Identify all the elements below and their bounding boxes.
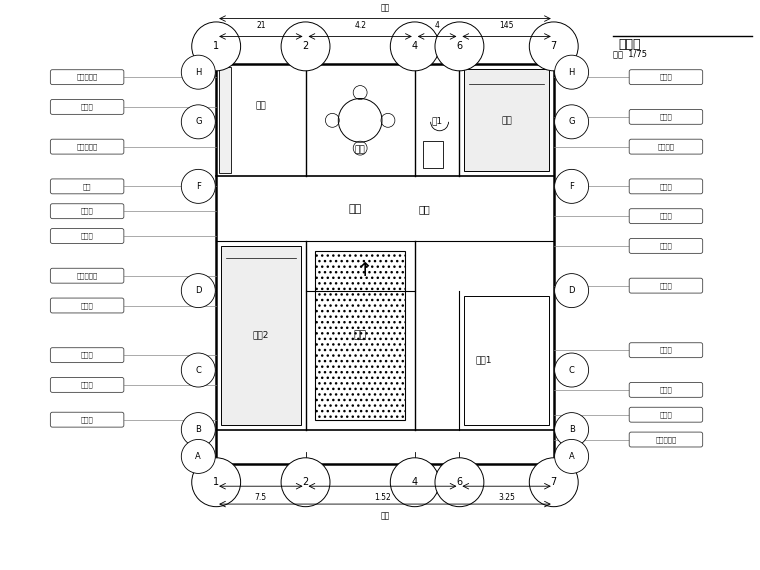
Bar [315,251,405,420]
FancyBboxPatch shape [629,278,703,293]
FancyBboxPatch shape [629,179,703,194]
Text: 踢脚线: 踢脚线 [81,382,93,388]
FancyBboxPatch shape [50,229,124,243]
FancyBboxPatch shape [50,70,124,84]
Text: 3.25: 3.25 [498,493,515,502]
Text: 踢脚线: 踢脚线 [660,347,673,353]
Text: 2: 2 [302,477,309,487]
Text: 木地板: 木地板 [81,233,93,239]
FancyBboxPatch shape [629,70,703,84]
Bar [464,296,549,425]
Text: B: B [568,425,575,434]
Text: 石膏板吊顶: 石膏板吊顶 [655,436,676,443]
Bar [221,246,300,425]
Text: 银镜: 银镜 [83,183,91,190]
FancyBboxPatch shape [50,139,124,154]
Text: 踢脚线: 踢脚线 [81,208,93,214]
Text: 石膏板吊顶: 石膏板吊顶 [77,272,98,279]
Text: 7.5: 7.5 [255,493,267,502]
Text: 总宽: 总宽 [380,511,390,520]
Text: G: G [568,117,575,127]
Text: 卫1: 卫1 [432,116,442,125]
Text: H: H [568,68,575,77]
Bar [423,141,442,169]
Text: 2: 2 [302,42,309,51]
FancyBboxPatch shape [629,209,703,223]
Text: 石膏线: 石膏线 [81,302,93,309]
Text: 次卧2: 次卧2 [252,331,269,340]
Text: 主卧: 主卧 [353,330,367,340]
FancyBboxPatch shape [50,412,124,427]
Text: ↑: ↑ [357,261,373,280]
Text: 4.2: 4.2 [354,22,366,30]
Text: A: A [195,452,201,461]
Text: 客厅: 客厅 [349,203,362,214]
Text: 4: 4 [435,22,439,30]
Text: 木制柜门: 木制柜门 [657,143,674,150]
Text: 踢脚线: 踢脚线 [660,412,673,418]
Text: 主卫: 主卫 [419,203,431,214]
FancyBboxPatch shape [629,382,703,397]
Text: 比例  1/75: 比例 1/75 [613,50,648,59]
FancyBboxPatch shape [50,377,124,392]
Text: B: B [195,425,201,434]
Text: 145: 145 [499,22,514,30]
Text: 踢脚线: 踢脚线 [660,243,673,249]
Text: F: F [196,182,201,191]
Text: 7: 7 [551,477,557,487]
Text: 1: 1 [213,477,219,487]
Text: 餐厅: 餐厅 [355,145,366,154]
Text: D: D [568,286,575,295]
Text: 木地板: 木地板 [660,386,673,393]
Text: F: F [569,182,574,191]
FancyBboxPatch shape [629,408,703,422]
Text: 平面图: 平面图 [619,38,641,51]
Text: A: A [568,452,575,461]
Text: 石膏板: 石膏板 [660,74,673,80]
Text: 6: 6 [456,42,463,51]
Text: H: H [195,68,201,77]
Text: 石膏板吊顶: 石膏板吊顶 [77,74,98,80]
FancyBboxPatch shape [50,203,124,219]
Text: D: D [195,286,201,295]
Text: 厨房: 厨房 [255,101,266,110]
Text: C: C [195,365,201,374]
Text: 21: 21 [256,22,265,30]
Text: 石膏板: 石膏板 [660,213,673,219]
Text: G: G [195,117,201,127]
Text: 木地板: 木地板 [81,416,93,423]
Text: 木制柜门板: 木制柜门板 [77,143,98,150]
Bar [464,69,549,172]
FancyBboxPatch shape [50,179,124,194]
Text: 次卧1: 次卧1 [476,356,492,365]
Text: 木地板: 木地板 [660,183,673,190]
Text: 4: 4 [412,42,418,51]
FancyBboxPatch shape [50,298,124,313]
FancyBboxPatch shape [629,238,703,254]
Text: 1.52: 1.52 [374,493,391,502]
Text: 主卧: 主卧 [501,116,512,125]
Text: 4: 4 [412,477,418,487]
FancyBboxPatch shape [629,139,703,154]
FancyBboxPatch shape [50,100,124,115]
Text: C: C [568,365,575,374]
Text: 1: 1 [213,42,219,51]
FancyBboxPatch shape [50,268,124,283]
FancyBboxPatch shape [629,432,703,447]
Text: 7: 7 [551,42,557,51]
Text: 6: 6 [456,477,463,487]
Text: 总长: 总长 [380,3,390,13]
FancyBboxPatch shape [629,109,703,124]
FancyBboxPatch shape [50,348,124,363]
Bar [219,67,231,173]
Text: 石膏线: 石膏线 [660,113,673,120]
Text: 木地板: 木地板 [81,352,93,359]
Text: 石膏板: 石膏板 [660,282,673,289]
Text: 石膏线: 石膏线 [81,104,93,110]
FancyBboxPatch shape [629,343,703,357]
